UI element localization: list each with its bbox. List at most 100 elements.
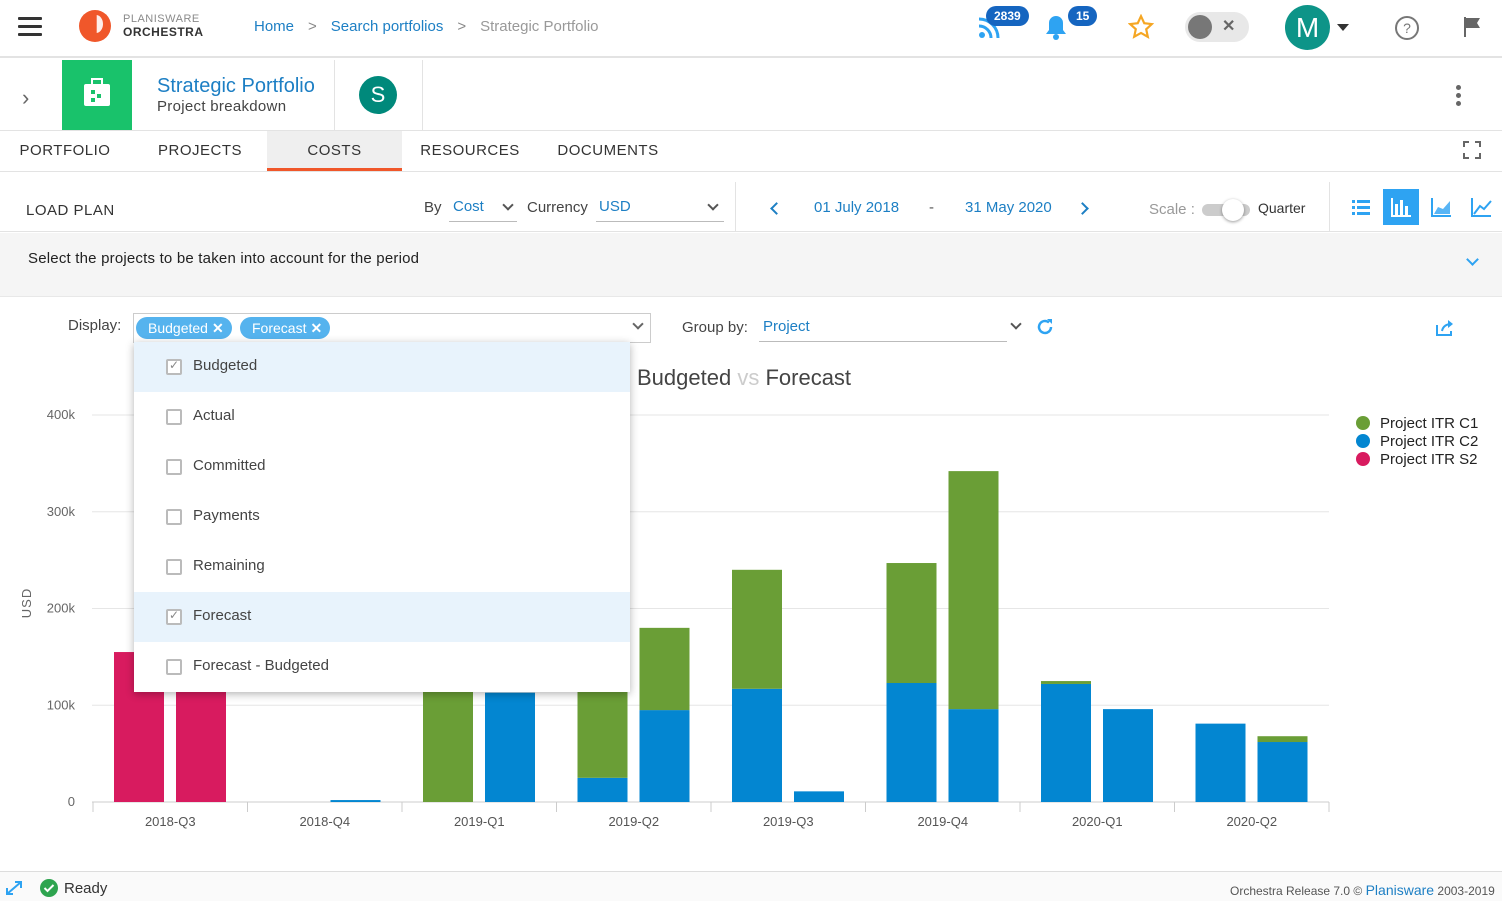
breadcrumb-current: Strategic Portfolio bbox=[480, 18, 599, 35]
checkbox[interactable] bbox=[166, 559, 182, 575]
help-icon[interactable]: ? bbox=[1394, 15, 1420, 41]
y-tick-label: 200k bbox=[47, 601, 76, 616]
planisware-logo-icon[interactable] bbox=[79, 10, 111, 42]
dropdown-option-committed[interactable]: Committed bbox=[134, 442, 630, 492]
legend-swatch bbox=[1356, 416, 1370, 430]
project-subtitle: Project breakdown bbox=[157, 98, 287, 115]
area-chart-view-button[interactable] bbox=[1423, 189, 1459, 225]
tab-resources[interactable]: RESOURCES bbox=[420, 142, 520, 159]
checkbox[interactable] bbox=[166, 409, 182, 425]
release-info: Orchestra Release 7.0 © Planisware 2003-… bbox=[1230, 882, 1495, 898]
dropdown-option-forecast[interactable]: Forecast bbox=[134, 592, 630, 642]
end-date[interactable]: 31 May 2020 bbox=[965, 199, 1052, 216]
breadcrumb-search-portfolios[interactable]: Search portfolios bbox=[330, 18, 444, 35]
bar-segment bbox=[577, 777, 628, 802]
check-circle-icon bbox=[40, 879, 58, 897]
dropdown-option-remaining[interactable]: Remaining bbox=[134, 542, 630, 592]
tab-costs[interactable]: COSTS bbox=[267, 131, 402, 171]
group-by-label: Group by: bbox=[682, 319, 748, 336]
checkbox[interactable] bbox=[166, 659, 182, 675]
currency-select[interactable]: USD bbox=[596, 198, 724, 222]
chevron-down-icon[interactable] bbox=[1010, 318, 1022, 330]
chip-label: Forecast bbox=[252, 320, 307, 336]
release-text: Orchestra Release 7.0 © bbox=[1230, 884, 1363, 898]
bar-segment bbox=[1257, 742, 1308, 802]
x-tick-label: 2019-Q3 bbox=[763, 814, 814, 829]
divider bbox=[735, 182, 736, 232]
line-chart-view-button[interactable] bbox=[1463, 189, 1499, 225]
flag-icon[interactable] bbox=[1462, 16, 1484, 38]
status-bar: Ready Orchestra Release 7.0 © Planisware… bbox=[0, 871, 1502, 901]
dropdown-option-payments[interactable]: Payments bbox=[134, 492, 630, 542]
bar-segment bbox=[1195, 723, 1246, 802]
display-label: Display: bbox=[68, 317, 122, 334]
top-bar: PLANISWARE ORCHESTRA Home > Search portf… bbox=[0, 0, 1502, 58]
owner-avatar[interactable]: S bbox=[359, 76, 397, 114]
start-date[interactable]: 01 July 2018 bbox=[814, 199, 900, 216]
dropdown-option-budgeted[interactable]: Budgeted bbox=[134, 342, 630, 392]
checkbox[interactable] bbox=[166, 509, 182, 525]
load-plan-title: LOAD PLAN bbox=[26, 202, 115, 219]
checkbox[interactable] bbox=[166, 358, 182, 375]
option-label: Forecast bbox=[193, 607, 252, 624]
dropdown-option-actual[interactable]: Actual bbox=[134, 392, 630, 442]
resize-icon[interactable] bbox=[5, 880, 23, 896]
expand-panel-icon[interactable]: › bbox=[22, 85, 30, 110]
favorite-star-icon[interactable] bbox=[1128, 14, 1154, 40]
bar-segment bbox=[1041, 683, 1091, 802]
load-plan-toolbar: LOAD PLAN By Cost Currency USD 01 July 2… bbox=[0, 182, 1502, 232]
chip-label: Budgeted bbox=[148, 320, 208, 336]
release-years: 2003-2019 bbox=[1437, 884, 1495, 898]
previous-period-icon[interactable] bbox=[770, 202, 783, 215]
currency-label: Currency bbox=[527, 199, 588, 216]
tab-projects[interactable]: PROJECTS bbox=[157, 142, 242, 159]
group-by-select[interactable]: Project bbox=[759, 318, 1007, 342]
checkbox[interactable] bbox=[166, 608, 182, 625]
remove-chip-icon[interactable]: ✕ bbox=[310, 320, 323, 336]
breadcrumb-home[interactable]: Home bbox=[254, 18, 295, 35]
export-icon[interactable] bbox=[1435, 319, 1455, 337]
bar-chart-icon bbox=[1391, 198, 1411, 217]
project-header: › Strategic Portfolio Project breakdown … bbox=[0, 60, 1502, 131]
tab-portfolio[interactable]: PORTFOLIO bbox=[19, 142, 111, 159]
fullscreen-icon[interactable] bbox=[1463, 141, 1481, 159]
chevron-down-icon[interactable] bbox=[1466, 253, 1479, 266]
legend-item[interactable]: Project ITR C2 bbox=[1356, 432, 1478, 450]
user-avatar[interactable]: M bbox=[1285, 5, 1330, 50]
project-selection-bar[interactable]: Select the projects to be taken into acc… bbox=[0, 233, 1502, 297]
bell-icon[interactable] bbox=[1044, 14, 1068, 40]
legend-item[interactable]: Project ITR C1 bbox=[1356, 414, 1478, 432]
scale-toggle-knob[interactable] bbox=[1222, 199, 1244, 221]
refresh-icon[interactable] bbox=[1035, 317, 1055, 337]
tab-documents[interactable]: DOCUMENTS bbox=[557, 142, 659, 159]
by-select[interactable]: Cost bbox=[449, 198, 517, 222]
close-icon[interactable]: ✕ bbox=[1222, 18, 1236, 35]
link-toggle[interactable]: ✕ bbox=[1185, 12, 1249, 42]
next-period-icon[interactable] bbox=[1076, 202, 1089, 215]
chevron-down-icon[interactable] bbox=[1337, 24, 1349, 31]
option-label: Actual bbox=[193, 407, 235, 424]
list-view-button[interactable] bbox=[1343, 189, 1379, 225]
by-select-value: Cost bbox=[453, 198, 484, 215]
project-title: Strategic Portfolio bbox=[157, 75, 315, 97]
display-multiselect[interactable]: Budgeted ✕ Forecast ✕ bbox=[133, 313, 651, 343]
checkbox[interactable] bbox=[166, 459, 182, 475]
chip-budgeted: Budgeted ✕ bbox=[136, 317, 232, 339]
dropdown-option-forecast-minus-budgeted[interactable]: Forecast - Budgeted bbox=[134, 642, 630, 692]
legend-item[interactable]: Project ITR S2 bbox=[1356, 450, 1478, 468]
link-icon bbox=[1188, 15, 1212, 39]
bar-segment bbox=[1041, 681, 1091, 684]
group-by-value: Project bbox=[763, 318, 810, 335]
option-label: Committed bbox=[193, 457, 266, 474]
divider bbox=[1329, 182, 1330, 232]
bar-segment bbox=[1257, 736, 1308, 743]
planisware-link[interactable]: Planisware bbox=[1365, 882, 1435, 898]
more-options-icon[interactable] bbox=[1456, 85, 1461, 109]
legend-label: Project ITR C1 bbox=[1380, 414, 1479, 432]
area-chart-icon bbox=[1431, 198, 1451, 217]
legend-swatch bbox=[1356, 434, 1370, 448]
chart-legend: Project ITR C1 Project ITR C2 Project IT… bbox=[1356, 414, 1478, 468]
remove-chip-icon[interactable]: ✕ bbox=[211, 320, 224, 336]
bar-chart-view-button[interactable] bbox=[1383, 189, 1419, 225]
menu-icon[interactable] bbox=[18, 17, 42, 37]
